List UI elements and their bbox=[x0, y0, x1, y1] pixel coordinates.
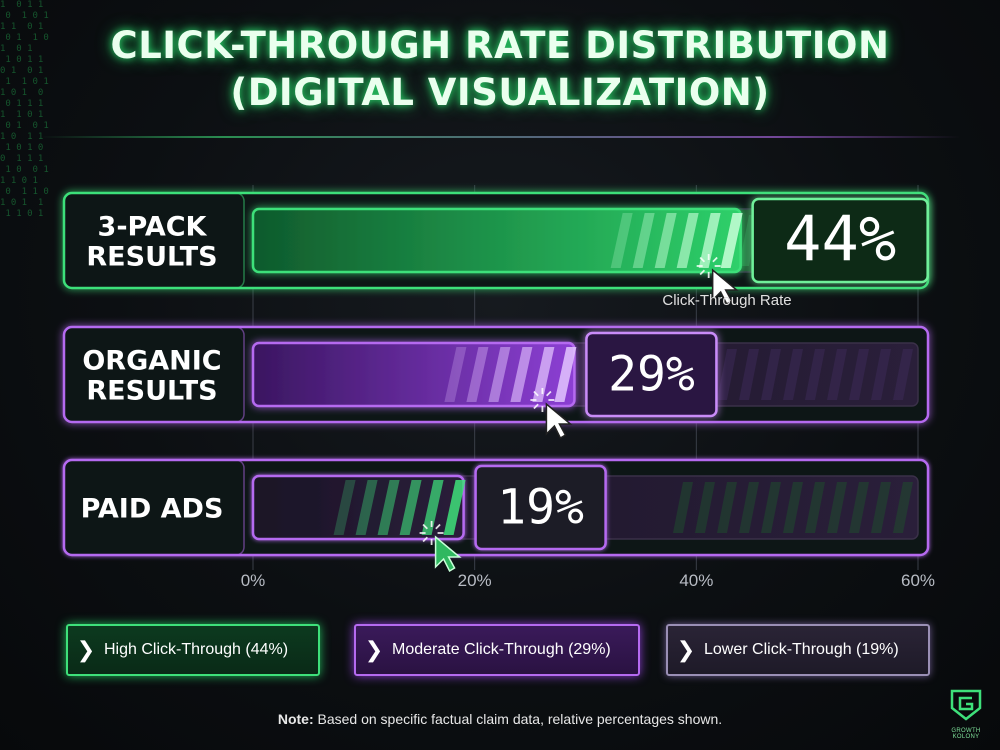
x-tick-label: 0% bbox=[241, 571, 266, 590]
category-label: RESULTS bbox=[86, 242, 217, 273]
bar-stripe bbox=[333, 480, 356, 535]
track-stripe bbox=[849, 349, 869, 400]
x-tick-label: 20% bbox=[458, 571, 492, 590]
category-label: 3-PACK bbox=[98, 212, 208, 243]
chevron-right-icon: ❯ bbox=[76, 637, 96, 663]
title-underline bbox=[40, 136, 960, 138]
chevron-right-icon: ❯ bbox=[676, 637, 696, 663]
x-tick-label: 40% bbox=[679, 571, 713, 590]
bar-stripe bbox=[399, 480, 422, 535]
track-stripe bbox=[717, 482, 737, 533]
bar bbox=[251, 207, 742, 274]
track-stripe bbox=[827, 482, 847, 533]
footnote-text: Based on specific factual claim data, re… bbox=[313, 711, 723, 727]
bar-stripe bbox=[466, 347, 489, 402]
mouse-pointer-icon bbox=[419, 521, 462, 573]
track-stripe bbox=[805, 482, 825, 533]
track-stripe bbox=[893, 482, 913, 533]
track-stripe bbox=[695, 482, 715, 533]
value-label: 19% bbox=[497, 480, 584, 536]
category-label-box bbox=[63, 326, 245, 423]
legend-label-moderate: Moderate Click-Through (29%) bbox=[392, 641, 611, 658]
logo-text: GROWTH KOLONY bbox=[951, 728, 981, 740]
track-stripe bbox=[673, 482, 693, 533]
value-label-box bbox=[585, 331, 718, 418]
legend-item-high: ❯ High Click-Through (44%) bbox=[66, 624, 320, 676]
legend-item-lower: ❯ Lower Click-Through (19%) bbox=[666, 624, 930, 676]
bar-stripe bbox=[510, 347, 533, 402]
footnote-bold: Note: bbox=[277, 711, 314, 727]
track-stripe bbox=[783, 482, 803, 533]
bar-stripe bbox=[355, 480, 378, 535]
bar-stripe bbox=[676, 213, 699, 268]
track-stripe bbox=[871, 349, 891, 400]
value-caption: Click-Through Rate bbox=[662, 292, 791, 309]
bar-stripe bbox=[377, 480, 400, 535]
track-stripe bbox=[805, 349, 825, 400]
bar-stripe bbox=[654, 213, 677, 268]
mouse-pointer-icon bbox=[530, 388, 573, 440]
category-label: PAID ADS bbox=[81, 494, 224, 525]
value-label-box bbox=[474, 464, 607, 551]
track-stripe bbox=[783, 349, 803, 400]
track-stripe bbox=[761, 349, 781, 400]
track-stripe bbox=[849, 482, 869, 533]
legend-item-moderate: ❯ Moderate Click-Through (29%) bbox=[354, 624, 640, 676]
g-shield-icon bbox=[950, 689, 982, 721]
bar-stripe bbox=[488, 347, 511, 402]
value-label: 44% bbox=[784, 203, 896, 276]
bar-stripe bbox=[421, 480, 444, 535]
track-stripe bbox=[739, 349, 759, 400]
footnote: Note: Based on specific factual claim da… bbox=[0, 711, 1000, 727]
track-stripe bbox=[739, 482, 759, 533]
track-stripe bbox=[717, 349, 737, 400]
category-label-box bbox=[63, 459, 245, 556]
bar-stripe bbox=[632, 213, 655, 268]
bar-stripe bbox=[720, 213, 743, 268]
bar-row: PAID ADS 19% bbox=[62, 458, 930, 573]
mouse-pointer-icon bbox=[696, 254, 739, 306]
legend-label-high: High Click-Through (44%) bbox=[104, 641, 289, 658]
value-label: 29% bbox=[608, 347, 695, 403]
chart-title: CLICK-THROUGH RATE DISTRIBUTION (DIGITAL… bbox=[0, 22, 1000, 116]
legend-label-lower: Lower Click-Through (19%) bbox=[704, 641, 899, 658]
value-label-box bbox=[751, 197, 929, 284]
bar-stripe bbox=[698, 213, 721, 268]
brand-logo: GROWTH KOLONY bbox=[938, 688, 994, 740]
chevron-right-icon: ❯ bbox=[364, 637, 384, 663]
chart-title-line-2: (DIGITAL VISUALIZATION) bbox=[230, 71, 770, 114]
category-label: RESULTS bbox=[86, 376, 217, 407]
bar-stripe bbox=[444, 347, 467, 402]
bar-stripe bbox=[532, 347, 555, 402]
bar bbox=[251, 341, 576, 408]
x-tick-label: 60% bbox=[901, 571, 935, 590]
category-label-box bbox=[63, 192, 245, 289]
bar-stripe bbox=[610, 213, 633, 268]
chart-title-line-1: CLICK-THROUGH RATE DISTRIBUTION bbox=[110, 24, 890, 67]
bar-stripe bbox=[443, 480, 466, 535]
track-stripe bbox=[893, 349, 913, 400]
track-stripe bbox=[827, 349, 847, 400]
track-stripe bbox=[871, 482, 891, 533]
category-label: ORGANIC bbox=[82, 346, 221, 377]
track-stripe bbox=[761, 482, 781, 533]
bar-stripe bbox=[554, 347, 577, 402]
binary-rain-left: 1 0 1 1 0 1 0 1 1 1 0 1 0 1 1 0 1 0 1 1 … bbox=[0, 0, 49, 219]
